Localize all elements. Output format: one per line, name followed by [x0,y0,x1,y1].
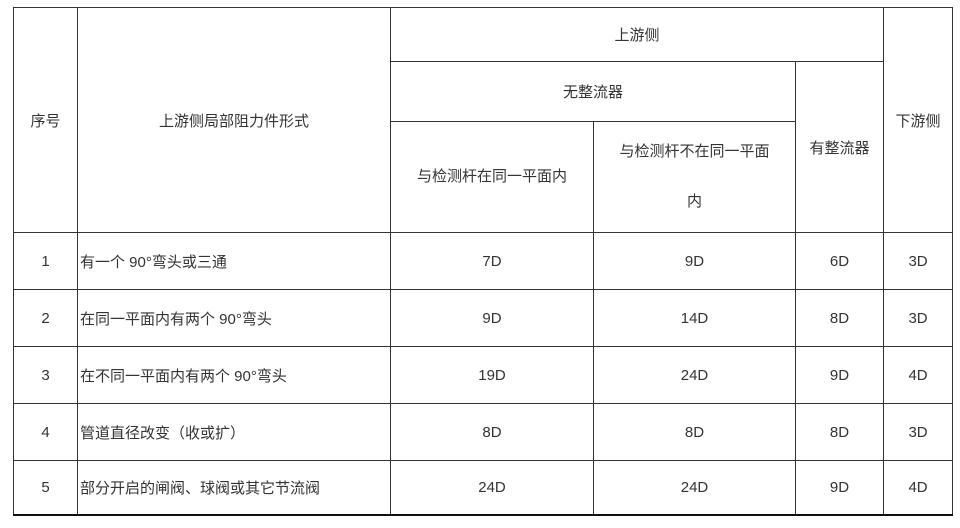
cell-with-straightener: 6D [794,232,885,290]
header-row-2: 无整流器 有整流器 [14,61,953,233]
table-row: 2 在同一平面内有两个 90°弯头 9D 14D 8D 3D [13,289,954,347]
header-row-3: 与检测杆在同一平面内 与检测杆不在同一平面内 [14,121,953,233]
header-no-straightener: 无整流器 [390,61,796,122]
cell-downstream: 3D [883,289,954,347]
cell-same-plane: 19D [390,346,594,404]
cell-downstream: 3D [883,232,954,290]
row-form: 部分开启的闸阀、球阀或其它节流阀 [77,460,391,515]
header-downstream: 下游侧 [883,7,954,233]
header-form: 上游侧局部阻力件形式 [77,7,391,233]
cell-same-plane: 8D [390,403,594,461]
cell-same-plane: 9D [390,289,594,347]
cell-not-same-plane: 14D [593,289,796,347]
header-same-plane-label: 与检测杆在同一平面内 [416,168,567,185]
cell-downstream: 4D [883,460,954,515]
cell-with-straightener: 8D [794,403,885,461]
cell-not-same-plane: 24D [593,346,796,404]
row-number: 4 [13,403,78,461]
table-row: 1 有一个 90°弯头或三通 7D 9D 6D 3D [13,232,954,290]
header-with-straightener: 有整流器 [794,61,885,233]
straight-pipe-requirements-table: 序号 上游侧局部阻力件形式 上游侧 下游侧 无整流器 有整流器 与检测杆在同一平… [13,7,954,516]
cell-with-straightener: 9D [794,346,885,404]
row-form: 有一个 90°弯头或三通 [77,232,391,290]
row-number: 1 [13,232,78,290]
cell-same-plane: 24D [390,460,594,515]
row-number: 2 [13,289,78,347]
table-row: 4 管道直径改变（收或扩） 8D 8D 8D 3D [13,403,954,461]
row-form: 在不同一平面内有两个 90°弯头 [77,346,391,404]
header-upstream: 上游侧 [389,7,885,62]
cell-downstream: 3D [883,403,954,461]
cell-same-plane: 7D [390,232,594,290]
cell-not-same-plane: 24D [593,460,796,515]
header-index: 序号 [13,7,78,233]
table-row: 3 在不同一平面内有两个 90°弯头 19D 24D 9D 4D [13,346,954,404]
header-row-1: 序号 上游侧局部阻力件形式 上游侧 下游侧 [13,7,954,233]
cell-not-same-plane: 8D [593,403,796,461]
cell-not-same-plane: 9D [593,232,796,290]
row-form: 在同一平面内有两个 90°弯头 [77,289,391,347]
table-row: 5 部分开启的闸阀、球阀或其它节流阀 24D 24D 9D 4D [13,460,954,515]
header-not-same-plane: 与检测杆不在同一平面内 [593,121,796,233]
header-not-same-plane-label: 与检测杆不在同一平面内 [619,143,770,210]
cell-with-straightener: 8D [794,289,885,347]
row-form: 管道直径改变（收或扩） [77,403,391,461]
cell-with-straightener: 9D [794,460,885,515]
row-number: 5 [13,460,78,515]
cell-downstream: 4D [883,346,954,404]
row-number: 3 [13,346,78,404]
header-same-plane: 与检测杆在同一平面内 [390,121,594,233]
